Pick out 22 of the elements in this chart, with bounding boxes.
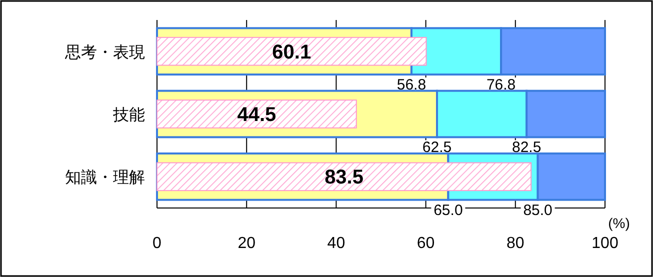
x-tick-label: 100 [592,235,618,252]
x-tick-label: 80 [506,235,524,252]
x-tick-label: 40 [327,235,346,252]
data-label: 76.8 [486,76,516,94]
bar [156,162,532,192]
x-tick-label: 20 [238,235,256,252]
bar [156,100,357,128]
x-tick-label: 60 [416,235,435,252]
data-label: 82.5 [512,139,542,156]
data-label: 62.5 [422,139,452,156]
data-label: 85.0 [523,202,552,219]
data-label: 44.5 [237,104,276,126]
data-label: 56.8 [396,76,426,94]
y-tick-label: 知識・理解 [65,168,145,187]
y-tick-label: 技能 [112,106,145,124]
bar [156,36,427,66]
x-axis-title: (%) [608,215,630,231]
y-tick-label: 思考・表現 [64,43,145,62]
x-tick-label: 0 [152,235,162,252]
data-label: 83.5 [324,166,364,189]
data-label: 60.1 [272,41,312,64]
data-label: 65.0 [434,202,463,219]
